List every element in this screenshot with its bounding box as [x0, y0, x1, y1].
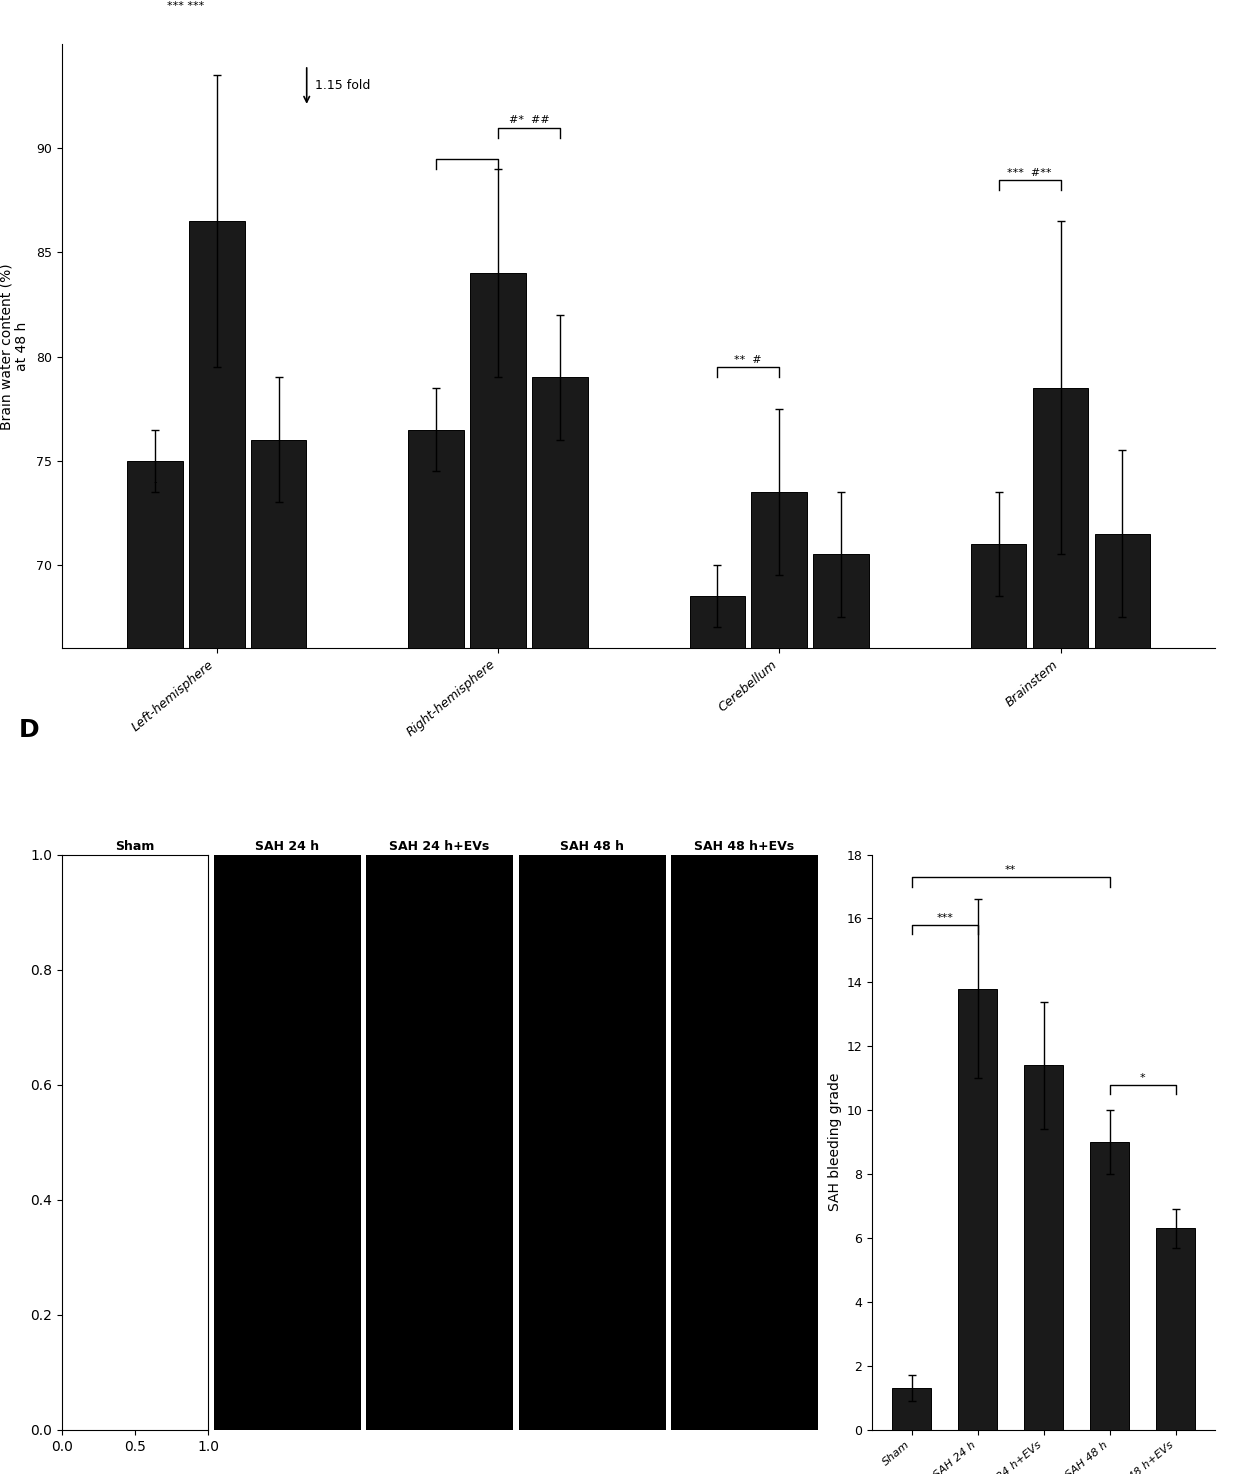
Title: SAH 48 h+EVs: SAH 48 h+EVs	[694, 840, 794, 853]
Bar	[689, 595, 745, 1474]
Title: SAH 24 h: SAH 24 h	[255, 840, 320, 853]
Title: SAH 48 h: SAH 48 h	[559, 840, 624, 853]
Bar	[250, 439, 306, 1474]
Bar	[1090, 1142, 1130, 1430]
Bar	[957, 989, 997, 1430]
Y-axis label: SAH bleeding grade: SAH bleeding grade	[828, 1073, 842, 1212]
Text: *: *	[1140, 1073, 1146, 1083]
Text: 1.15 fold: 1.15 fold	[315, 80, 371, 93]
Text: #*  ##: #* ##	[508, 115, 549, 125]
Title: SAH 24 h+EVs: SAH 24 h+EVs	[389, 840, 490, 853]
Text: **: **	[1004, 865, 1017, 876]
Bar	[892, 1389, 931, 1430]
Text: *** ***: *** ***	[167, 1, 205, 10]
Bar	[1033, 388, 1089, 1474]
Title: Sham: Sham	[115, 840, 155, 853]
Bar	[751, 492, 807, 1474]
Bar	[532, 377, 588, 1474]
Bar	[1156, 1228, 1195, 1430]
Bar	[408, 429, 464, 1474]
Text: ***  #**: *** #**	[1007, 168, 1052, 177]
Text: **  #: ** #	[734, 355, 763, 366]
Bar	[813, 554, 869, 1474]
Bar	[126, 461, 182, 1474]
Bar	[470, 273, 526, 1474]
Bar	[1024, 1066, 1064, 1430]
Text: D: D	[19, 718, 40, 741]
Bar	[1095, 534, 1151, 1474]
Bar	[188, 221, 244, 1474]
Text: ***: ***	[936, 914, 954, 923]
Y-axis label: Brain water content (%)
at 48 h: Brain water content (%) at 48 h	[0, 262, 30, 429]
Bar	[971, 544, 1027, 1474]
Text: -: -	[153, 478, 156, 488]
